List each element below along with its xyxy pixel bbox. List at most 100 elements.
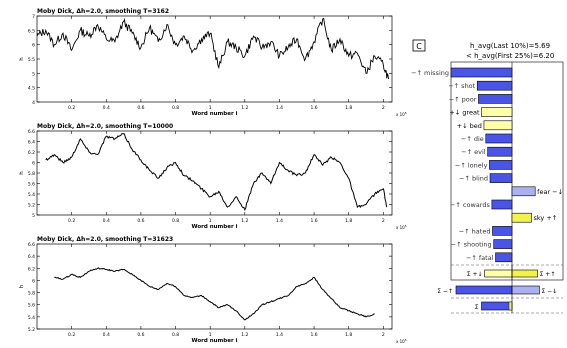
y-tick-label: 5.4: [28, 315, 35, 321]
summary-label: Σ +↑: [540, 271, 556, 278]
x-tick-label: 0.8: [172, 332, 179, 338]
x-tick-label: 1.8: [345, 218, 352, 224]
summary-bar-pos-down: [484, 269, 513, 278]
shift-word-label: −↑ shooting: [451, 241, 492, 249]
y-tick-label: 5.8: [28, 291, 35, 297]
summary-bar-neg-up: [455, 285, 513, 295]
plot-frame: [36, 130, 393, 216]
shift-word-label: −↑ shot: [448, 82, 475, 90]
x-tick-label: 1.2: [241, 105, 248, 111]
y-tick-label: 6.5: [28, 28, 35, 34]
shift-bar-shooting: [493, 239, 513, 249]
x-tick-label: 0.6: [137, 218, 144, 224]
x-tick-label: 1: [209, 218, 212, 224]
shift-bar-missing: [450, 67, 513, 78]
shift-bar-die: [485, 133, 513, 144]
shift-word-label: −↑ hated: [459, 227, 491, 235]
panel-label-box: [412, 39, 426, 52]
x-tick-label: 1.4: [276, 332, 283, 338]
y-tick-label: 6.6: [28, 129, 35, 135]
plot-frame: [36, 243, 393, 330]
line-chart-t31623: Moby Dick, Δh=2.0, smoothing T=31623 5.2…: [19, 236, 407, 344]
y-tick-label: 5: [32, 213, 35, 219]
x-scale-label: x 105: [396, 224, 407, 230]
summary-label: Σ −↑: [437, 288, 453, 295]
shift-word-label: −↑ fatal: [466, 254, 494, 262]
chart-title: Moby Dick, Δh=2.0, smoothing T=3162: [37, 8, 169, 15]
x-tick-label: 0.8: [172, 105, 179, 111]
x-tick-label: 0.2: [68, 332, 75, 338]
x-axis-label: Word number i: [192, 224, 238, 230]
y-tick-label: 6: [32, 43, 35, 49]
x-tick-label: 2: [382, 332, 385, 338]
y-axis-label: h: [19, 284, 25, 288]
x-tick-label: 2: [382, 218, 385, 224]
y-tick-label: 6.2: [28, 150, 35, 156]
y-tick-label: 6.4: [28, 140, 35, 146]
shift-bar-cowards: [491, 199, 513, 210]
chart-title: Moby Dick, Δh=2.0, smoothing T=31623: [37, 236, 173, 243]
x-tick-label: 0.4: [103, 218, 110, 224]
x-axis-label: Word number i: [192, 111, 238, 117]
line-chart-t10000: Moby Dick, Δh=2.0, smoothing T=10000 5 5.…: [19, 123, 407, 230]
shift-bar-evil: [487, 146, 513, 157]
shift-header-line2: < h_avg(First 25%)=6.20: [466, 52, 554, 60]
summary-label: Σ +↓: [467, 271, 483, 278]
y-tick-label: 5.2: [28, 327, 35, 333]
shift-bar-hated: [492, 226, 513, 236]
x-tick-label: 0.8: [172, 218, 179, 224]
summary-bar-total-pos: [508, 301, 513, 311]
series-line: [36, 17, 389, 80]
shift-word-label: +↓ bed: [457, 122, 482, 130]
y-tick-label: 6: [32, 278, 35, 284]
x-tick-label: 1.8: [345, 105, 352, 111]
y-tick-label: 6: [32, 161, 35, 167]
x-tick-label: 0.4: [103, 332, 110, 338]
summary-bar-neg-down: [511, 285, 540, 295]
x-tick-label: 1.6: [310, 105, 317, 111]
shift-frame: [450, 61, 564, 281]
shift-bar-poor: [478, 94, 513, 104]
x-tick-label: 1.6: [310, 218, 317, 224]
y-tick-label: 6.4: [28, 254, 35, 260]
x-axis-label: Word number i: [192, 338, 238, 344]
panel-label: C: [416, 42, 422, 51]
shift-header-line1: h_avg(Last 10%)=5.69: [470, 42, 550, 50]
y-tick-label: 7: [32, 14, 35, 20]
summary-label: Σ −↓: [541, 288, 557, 295]
y-tick-label: 5.4: [28, 192, 35, 198]
shift-word-label: +↓ great: [449, 109, 480, 117]
shift-bar-bed: [483, 120, 513, 131]
shift-bar-lonely: [489, 160, 513, 170]
series-line: [45, 133, 388, 212]
line-chart-t3162: Moby Dick, Δh=2.0, smoothing T=3162 4 4.5…: [19, 8, 407, 117]
shift-word-label: −↑ cowards: [450, 201, 490, 209]
shift-word-label: −↑ die: [461, 135, 484, 143]
x-tick-label: 1.2: [241, 218, 248, 224]
y-tick-label: 4.5: [28, 86, 35, 92]
x-tick-label: 1.4: [276, 218, 283, 224]
y-axis-label: h: [19, 171, 25, 175]
y-tick-label: 5.6: [28, 303, 35, 309]
x-tick-label: 0.2: [68, 218, 75, 224]
x-scale-label: x 105: [396, 111, 407, 117]
y-tick-label: 6.6: [28, 242, 35, 248]
y-tick-label: 5.2: [28, 203, 35, 209]
shift-bar-shot: [476, 80, 513, 91]
y-tick-label: 6.2: [28, 266, 35, 272]
x-tick-label: 1.6: [310, 332, 317, 338]
series-line: [54, 267, 375, 321]
x-tick-label: 0.4: [103, 105, 110, 111]
y-tick-label: 5: [32, 71, 35, 77]
x-tick-label: 0.6: [137, 105, 144, 111]
y-tick-label: 5.6: [28, 182, 35, 188]
shift-word-label: −↑ blind: [459, 175, 488, 183]
shift-bar-blind: [489, 173, 513, 183]
y-tick-label: 5.8: [28, 171, 35, 177]
x-tick-label: 0.6: [137, 332, 144, 338]
shift-bar-sky: [511, 212, 532, 223]
x-tick-label: 1: [209, 332, 212, 338]
plot-frame: [36, 15, 393, 103]
summary-bar-pos-up: [511, 269, 538, 278]
